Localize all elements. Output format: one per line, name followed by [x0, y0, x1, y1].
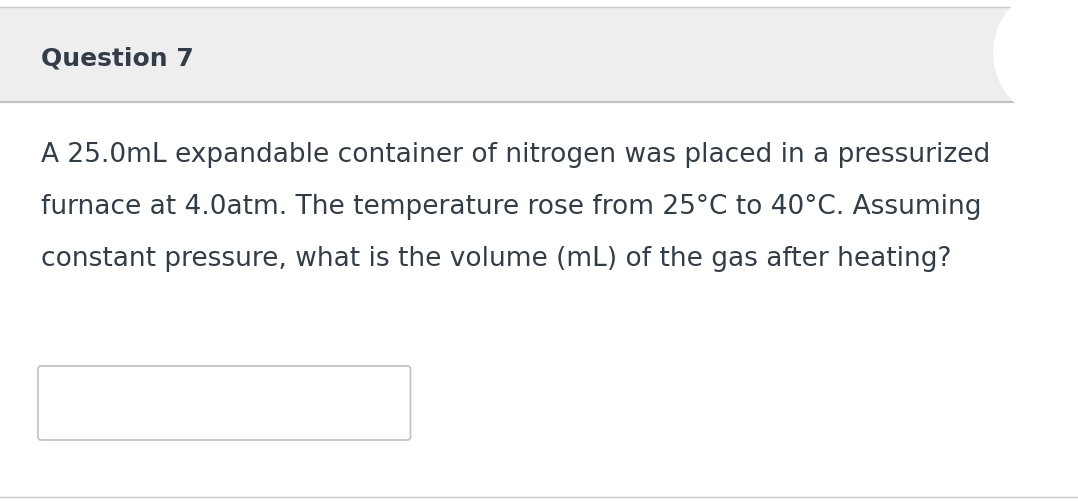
- Text: constant pressure, what is the volume (mL) of the gas after heating?: constant pressure, what is the volume (m…: [41, 245, 952, 272]
- Text: furnace at 4.0atm. The temperature rose from 25°C to 40°C. Assuming: furnace at 4.0atm. The temperature rose …: [41, 193, 981, 219]
- FancyBboxPatch shape: [38, 366, 411, 440]
- Bar: [0, 8, 1078, 103]
- Text: A 25.0mL expandable container of nitrogen was placed in a pressurized: A 25.0mL expandable container of nitroge…: [41, 142, 991, 168]
- Circle shape: [994, 0, 1078, 122]
- Text: Question 7: Question 7: [41, 47, 194, 70]
